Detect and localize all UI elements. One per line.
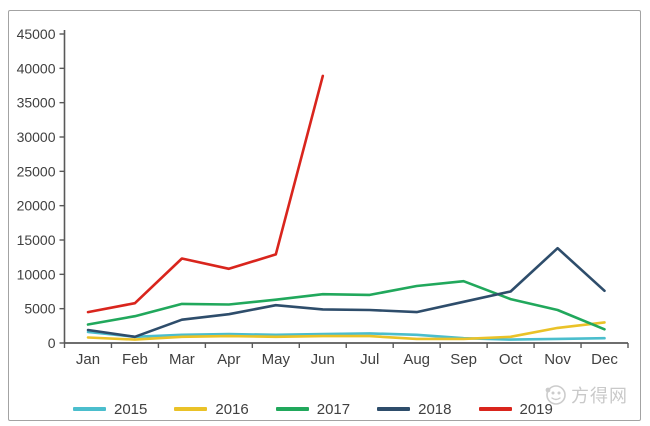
x-axis-tick-label: Feb (122, 351, 148, 368)
x-axis-tick-label: Aug (403, 351, 430, 368)
x-axis-tick-label: Mar (169, 351, 195, 368)
legend-swatch-2016 (174, 407, 208, 411)
y-axis-tick-label: 10000 (17, 266, 56, 282)
fangde-logo-icon (545, 385, 566, 405)
watermark: 方得网 (542, 382, 628, 408)
x-axis-tick-label: Dec (591, 351, 618, 368)
y-axis-tick-label: 20000 (17, 198, 56, 214)
y-axis-tick-label: 40000 (17, 60, 56, 76)
y-axis-tick-label: 5000 (24, 301, 55, 317)
series-line-2019 (86, 74, 325, 314)
x-axis-tick-label: Jun (311, 351, 335, 368)
legend-item-2018: 2018 (377, 400, 452, 418)
x-axis-tick-label: Oct (499, 351, 523, 368)
x-axis-tick-label: Apr (217, 351, 240, 368)
legend-swatch-2017 (275, 407, 309, 411)
legend-item-2019: 2019 (478, 400, 553, 418)
legend-label: 2017 (316, 400, 351, 418)
chart-legend: 2015 2016 2017 2018 2019 (73, 396, 553, 422)
legend-item-2017: 2017 (275, 400, 351, 418)
series-line-2016 (86, 321, 606, 341)
y-axis-tick-label: 35000 (17, 95, 56, 111)
legend-item-2016: 2016 (174, 400, 249, 418)
x-axis-tick-label: Nov (544, 351, 571, 368)
legend-item-2015: 2015 (73, 401, 147, 418)
y-axis-tick-label: 0 (48, 335, 56, 351)
legend-label: 2015 (114, 400, 148, 418)
y-axis-tick-label: 15000 (17, 232, 56, 248)
x-axis-tick-label: Jul (360, 351, 379, 368)
y-axis-tick-label: 45000 (17, 26, 56, 42)
line-chart-plot: 0 5000 10000 15000 20000 25000 30000 35000 40000… (17, 26, 629, 368)
legend-label: 2018 (418, 400, 452, 418)
legend-swatch-2018 (377, 407, 411, 411)
x-axis-tick-label: Jan (76, 351, 100, 368)
legend-label: 2016 (215, 400, 249, 418)
y-axis-tick-label: 25000 (17, 163, 56, 179)
legend-swatch-2015 (73, 407, 106, 411)
x-axis-tick-label: May (262, 351, 291, 368)
legend-label: 2019 (519, 400, 553, 418)
series-line-2018 (86, 246, 606, 339)
series-line-2017 (86, 279, 606, 331)
y-axis-tick-label: 30000 (17, 129, 56, 145)
legend-swatch-2019 (478, 407, 512, 411)
x-axis-tick-label: Sep (450, 351, 477, 368)
watermark-text: 方得网 (571, 386, 628, 406)
chart-frame: 0 5000 10000 15000 20000 25000 30000 35000 40000… (8, 10, 641, 421)
series-line-2015 (86, 330, 606, 341)
